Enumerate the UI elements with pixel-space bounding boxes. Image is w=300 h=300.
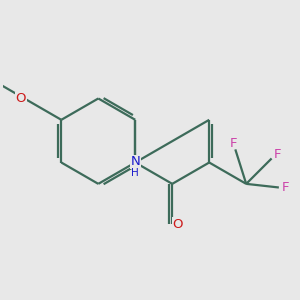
- Text: O: O: [172, 218, 183, 231]
- Text: F: F: [282, 181, 289, 194]
- Text: H: H: [131, 168, 139, 178]
- Text: O: O: [16, 92, 26, 106]
- Text: F: F: [274, 148, 281, 160]
- Text: N: N: [130, 155, 140, 168]
- Text: F: F: [230, 137, 238, 150]
